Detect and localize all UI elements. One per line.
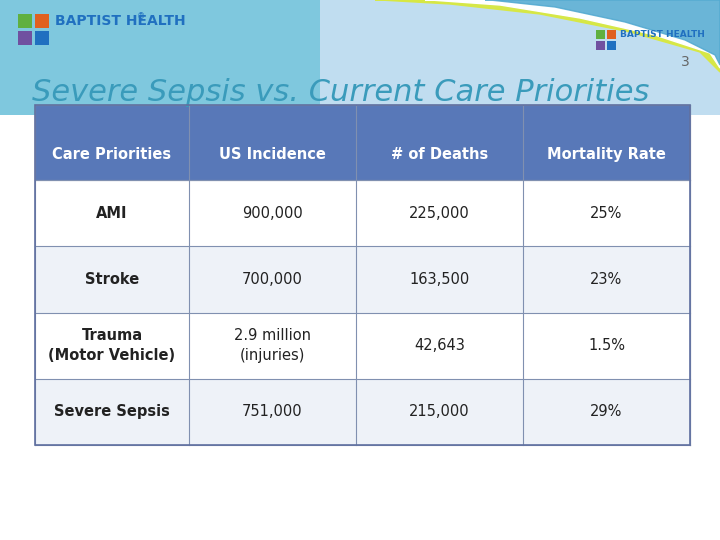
Bar <box>596 30 605 39</box>
Text: 215,000: 215,000 <box>409 404 469 420</box>
Text: 23%: 23% <box>590 272 623 287</box>
Bar <box>35 379 690 445</box>
Bar <box>18 31 32 45</box>
Bar <box>35 31 49 45</box>
Text: 29%: 29% <box>590 404 623 420</box>
Bar <box>35 105 690 180</box>
Text: 700,000: 700,000 <box>242 272 303 287</box>
Text: BAPTIST HEALTH: BAPTIST HEALTH <box>55 14 186 28</box>
Bar <box>35 14 49 28</box>
Bar <box>35 180 690 246</box>
Text: AMI: AMI <box>96 206 127 221</box>
Polygon shape <box>425 0 720 68</box>
Text: Care Priorities: Care Priorities <box>53 147 171 162</box>
Text: 42,643: 42,643 <box>414 338 465 353</box>
Text: Trauma
(Motor Vehicle): Trauma (Motor Vehicle) <box>48 328 176 363</box>
Text: 751,000: 751,000 <box>242 404 302 420</box>
Polygon shape <box>375 0 720 72</box>
Text: BAPTIST HEALTH: BAPTIST HEALTH <box>620 30 705 39</box>
Text: 225,000: 225,000 <box>409 206 470 221</box>
Bar <box>596 41 605 50</box>
Bar <box>0 0 320 115</box>
Text: 2.9 million
(injuries): 2.9 million (injuries) <box>234 328 311 363</box>
Text: 25%: 25% <box>590 206 623 221</box>
Bar <box>607 41 616 50</box>
Text: Severe Sepsis: Severe Sepsis <box>54 404 170 420</box>
Polygon shape <box>485 0 720 65</box>
Text: Mortality Rate: Mortality Rate <box>547 147 666 162</box>
Bar <box>35 105 690 445</box>
Text: US Incidence: US Incidence <box>219 147 326 162</box>
Bar <box>18 14 32 28</box>
Text: 900,000: 900,000 <box>242 206 303 221</box>
Text: ®: ® <box>137 12 145 21</box>
Text: 163,500: 163,500 <box>410 272 469 287</box>
Text: 3: 3 <box>680 55 689 69</box>
Bar <box>35 246 690 313</box>
Text: # of Deaths: # of Deaths <box>391 147 488 162</box>
Text: Severe Sepsis vs. Current Care Priorities: Severe Sepsis vs. Current Care Prioritie… <box>32 78 649 107</box>
Bar <box>35 313 690 379</box>
Bar <box>0 0 720 115</box>
Bar <box>607 30 616 39</box>
Text: 1.5%: 1.5% <box>588 338 625 353</box>
Text: Stroke: Stroke <box>85 272 139 287</box>
